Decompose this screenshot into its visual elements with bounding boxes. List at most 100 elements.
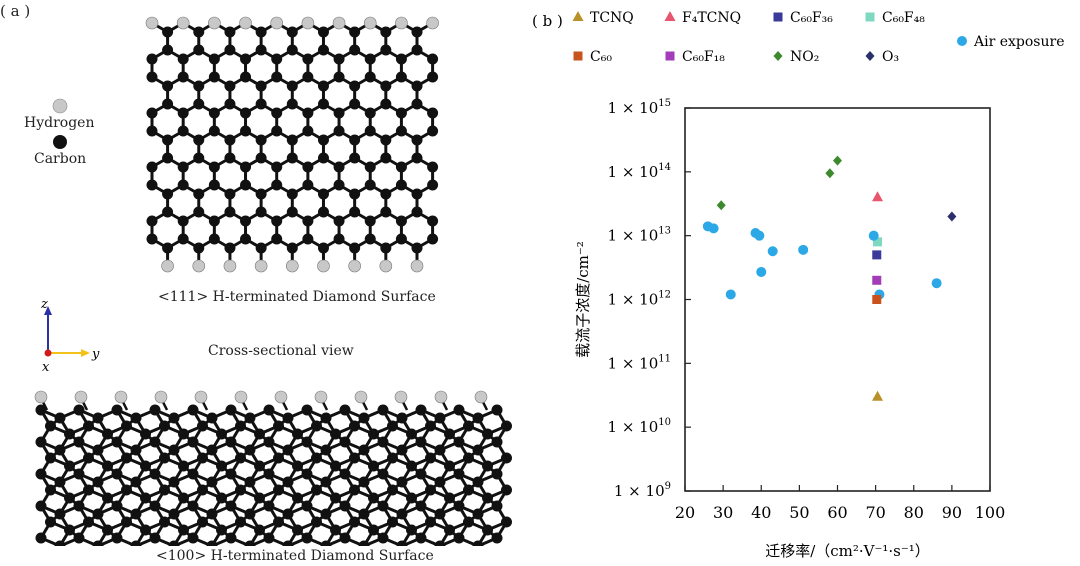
carbon-atom <box>111 532 123 544</box>
data-point <box>833 155 842 166</box>
carbon-atom <box>349 152 361 164</box>
carbon-atom <box>197 516 208 528</box>
carbon-atom <box>317 44 329 56</box>
data-point <box>725 289 736 300</box>
carbon-atom <box>197 452 208 464</box>
carbon-atom <box>395 53 407 65</box>
carbon-atom <box>364 233 376 245</box>
carbon-atom <box>302 161 314 173</box>
carbon-atom <box>177 215 189 227</box>
carbon-atom <box>463 420 474 432</box>
carbon-atom <box>358 444 370 456</box>
carbon-atom <box>349 134 361 146</box>
carbon-atom <box>425 452 436 464</box>
carbon-atom <box>146 161 158 173</box>
diamond-100-structure <box>34 390 512 546</box>
carbon-atom <box>271 107 283 119</box>
carbon-atom <box>387 516 398 528</box>
legend-label: C₆₀F₃₆ <box>790 10 833 26</box>
diamond-111-structure <box>145 16 439 273</box>
carbon-atom <box>396 508 408 520</box>
carbon-atom <box>482 524 493 536</box>
carbon-atom <box>162 44 174 56</box>
carbon-atom <box>187 404 199 416</box>
data-point <box>872 191 884 202</box>
carbon-atom <box>240 233 252 245</box>
carbon-atom <box>395 179 407 191</box>
carbon-atom <box>286 206 298 218</box>
carbon-atom <box>121 516 132 528</box>
chart-legend: TCNQ F₄TCNQ C₆₀F₃₆ C₆₀F₄₈ Air exposure C₆₀ C₆₀… <box>572 10 1064 65</box>
carbon-atom <box>224 188 236 200</box>
carbon-atom <box>224 242 236 254</box>
carbon-atom <box>339 436 351 448</box>
hydrogen-atom <box>395 16 408 30</box>
carbon-atom <box>364 215 376 227</box>
carbon-atom <box>240 179 252 191</box>
hydrogen-atom <box>434 390 448 404</box>
carbon-atom <box>177 107 189 119</box>
carbon-atom <box>320 540 332 546</box>
hydrogen-atom <box>239 16 252 30</box>
carbon-atom <box>415 532 427 544</box>
carbon-atom <box>224 26 236 38</box>
carbon-atom <box>263 500 275 512</box>
carbon-atom <box>491 500 503 512</box>
carbon-atom <box>434 412 446 424</box>
carbon-atom <box>273 420 284 432</box>
scatter-chart: ( b ) 20 30 40 50 60 70 80 90 100 1 × 109 1 × 1010 1… <box>532 10 1064 560</box>
carbon-atom <box>286 134 298 146</box>
carbon-atom <box>162 80 174 92</box>
carbon-atom <box>444 492 455 504</box>
carbon-atom <box>395 215 407 227</box>
carbon-atom <box>255 188 267 200</box>
hydrogen-atom <box>34 390 48 404</box>
carbon-atom <box>411 44 423 56</box>
carbon-atom <box>146 179 158 191</box>
carbon-atom <box>111 404 123 416</box>
carbon-atom <box>187 468 199 480</box>
carbon-atom <box>35 500 47 512</box>
carbon-atom <box>240 71 252 83</box>
carbon-atom <box>162 242 174 254</box>
carbon-atom <box>254 428 265 440</box>
carbon-atom <box>240 215 252 227</box>
data-point <box>872 275 882 285</box>
carbon-atom <box>427 161 439 173</box>
hydrogen-atom <box>410 259 424 273</box>
carbon-atom <box>273 484 284 496</box>
carbon-atom <box>396 540 408 546</box>
carbon-atom <box>224 80 236 92</box>
carbon-atom <box>206 508 218 520</box>
carbon-atom <box>330 460 341 472</box>
legend-marker <box>664 11 676 21</box>
carbon-atom <box>444 460 455 472</box>
carbon-atom <box>208 233 220 245</box>
carbon-atom <box>302 179 314 191</box>
legend-marker <box>572 11 584 21</box>
carbon-atom <box>349 26 361 38</box>
data-point <box>947 211 957 222</box>
carbon-atom <box>320 444 332 456</box>
carbon-atom <box>271 233 283 245</box>
carbon-atom <box>149 468 161 480</box>
carbon-atom <box>162 152 174 164</box>
carbon-atom <box>255 44 267 56</box>
y-tick-label: 1 × 1011 <box>608 353 671 372</box>
hydrogen-atom <box>426 16 439 30</box>
carbon-atom <box>364 71 376 83</box>
origin-dot-icon <box>44 349 52 357</box>
carbon-atom <box>263 532 275 544</box>
carbon-atom <box>387 452 398 464</box>
y-tick-label: 1 × 1012 <box>608 290 671 309</box>
carbon-atom <box>380 242 392 254</box>
carbon-atom <box>368 524 379 536</box>
carbon-atom <box>349 516 360 528</box>
carbon-atom <box>146 71 158 83</box>
carbon-atom <box>411 206 423 218</box>
carbon-atom <box>317 188 329 200</box>
hydrogen-legend-label: Hydrogen <box>24 115 95 131</box>
carbon-atom <box>254 524 265 536</box>
hydrogen-atom <box>192 259 206 273</box>
y-tick-label: 1 × 109 <box>614 481 671 500</box>
